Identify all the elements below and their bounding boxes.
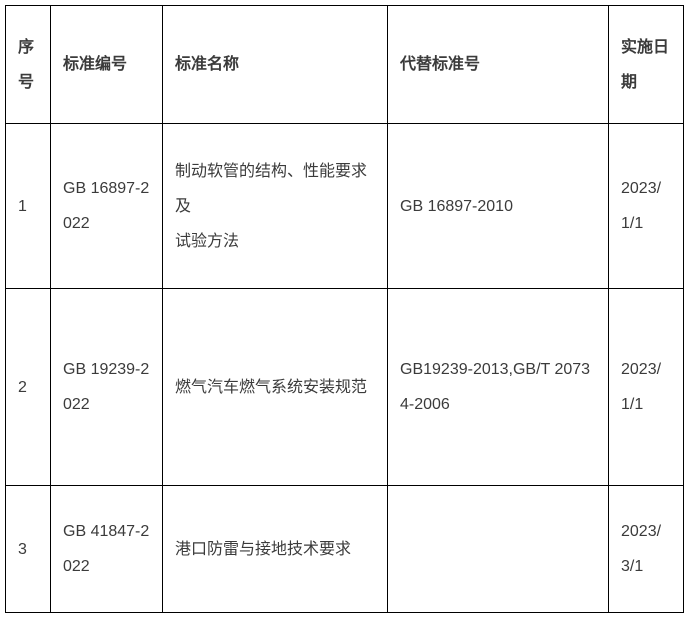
cell-standard-name: 燃气汽车燃气系统安装规范 <box>162 288 388 486</box>
table-row: 1 GB 16897-2 022 制动软管的结构、性能要求及 试验方法 GB 1… <box>5 123 684 289</box>
header-serial-number: 序 号 <box>5 5 51 124</box>
cell-standard-name: 港口防雷与接地技术要求 <box>162 485 388 613</box>
table-header-row: 序 号 标准编号 标准名称 代替标准号 实施日 期 <box>5 5 684 124</box>
cell-standard-number: GB 16897-2 022 <box>50 123 163 289</box>
standards-table: 序 号 标准编号 标准名称 代替标准号 实施日 期 1 GB 16897-2 0… <box>5 5 684 613</box>
cell-implementation-date: 2023/ 3/1 <box>608 485 684 613</box>
cell-serial-number: 1 <box>5 123 51 289</box>
table-row: 3 GB 41847-2 022 港口防雷与接地技术要求 2023/ 3/1 <box>5 485 684 613</box>
cell-replaced-standard-number <box>387 485 609 613</box>
header-standard-number: 标准编号 <box>50 5 163 124</box>
cell-standard-number: GB 19239-2 022 <box>50 288 163 486</box>
cell-standard-number: GB 41847-2 022 <box>50 485 163 613</box>
cell-replaced-standard-number: GB 16897-2010 <box>387 123 609 289</box>
cell-replaced-standard-number: GB19239-2013,GB/T 2073 4-2006 <box>387 288 609 486</box>
cell-serial-number: 2 <box>5 288 51 486</box>
cell-implementation-date: 2023/ 1/1 <box>608 123 684 289</box>
cell-standard-name: 制动软管的结构、性能要求及 试验方法 <box>162 123 388 289</box>
cell-implementation-date: 2023/ 1/1 <box>608 288 684 486</box>
header-replaced-standard-number: 代替标准号 <box>387 5 609 124</box>
cell-serial-number: 3 <box>5 485 51 613</box>
table-row: 2 GB 19239-2 022 燃气汽车燃气系统安装规范 GB19239-20… <box>5 288 684 486</box>
header-standard-name: 标准名称 <box>162 5 388 124</box>
header-implementation-date: 实施日 期 <box>608 5 684 124</box>
